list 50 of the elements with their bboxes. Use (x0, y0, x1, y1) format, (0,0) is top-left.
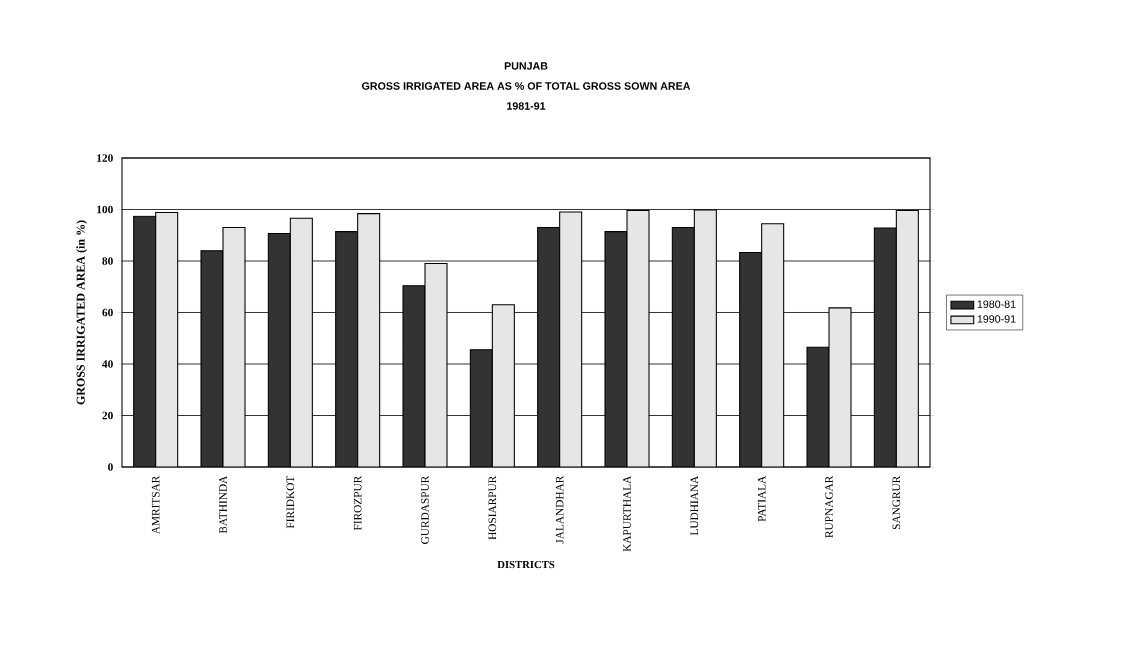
bar (402, 285, 426, 467)
bar (806, 346, 830, 467)
bar (604, 231, 628, 467)
y-tick-label: 0 (108, 463, 113, 471)
y-tick-label: 120 (97, 154, 113, 162)
y-tick-label: 80 (102, 257, 113, 265)
x-tick-label: RUPNAGAR (825, 475, 833, 538)
bar (761, 223, 785, 467)
bar (739, 251, 763, 467)
bar (357, 213, 381, 467)
x-tick-label: AMRITSAR (151, 475, 160, 535)
x-tick-label: SANGRUR (892, 475, 901, 530)
legend-label: 1990-91 (977, 315, 1016, 323)
y-tick-label: 40 (102, 360, 113, 368)
x-tick-label: FIRIDKOT (286, 475, 295, 529)
bar (895, 209, 919, 467)
x-tick-label: FIROZPUR (353, 475, 362, 531)
x-axis-title: DISTRICTS (497, 561, 555, 569)
bar (289, 217, 313, 467)
chart-title: PUNJAB (504, 62, 548, 70)
bar (693, 209, 717, 467)
bar (828, 307, 852, 467)
text: 1981-91 (507, 102, 546, 110)
x-tick-label: PATIALA (757, 475, 766, 522)
y-tick-label: 60 (102, 308, 113, 317)
bar (335, 231, 359, 467)
bar (155, 212, 179, 467)
legend-label: 1980-81 (977, 300, 1016, 308)
x-tick-label: KAPURTHALA (623, 475, 631, 552)
bar (133, 215, 157, 467)
x-tick-label: GURDASPUR (421, 475, 429, 544)
bar (222, 226, 246, 467)
bar (671, 226, 695, 467)
bar (200, 250, 224, 467)
y-tick-label: 100 (97, 205, 113, 214)
bar (559, 211, 583, 467)
y-tick-label: 20 (102, 411, 113, 420)
chart-subtitle: GROSS IRRIGATED AREA AS % OF TOTAL GROSS SOWN AREA (361, 82, 691, 90)
y-axis-title: GROSS IRRIGATED AREA (in %) (76, 220, 88, 405)
bar (537, 226, 561, 467)
bar (873, 227, 897, 467)
x-tick-label: HOSIARPUR (488, 475, 497, 540)
x-tick-label: LUDHIANA (690, 475, 699, 536)
bar (267, 232, 291, 467)
bar (424, 263, 448, 467)
bar (491, 304, 515, 467)
x-tick-label: JALANDHAR (555, 475, 564, 544)
x-tick-label: BATHINDA (219, 475, 227, 534)
bar (626, 209, 650, 467)
bar (469, 349, 493, 467)
